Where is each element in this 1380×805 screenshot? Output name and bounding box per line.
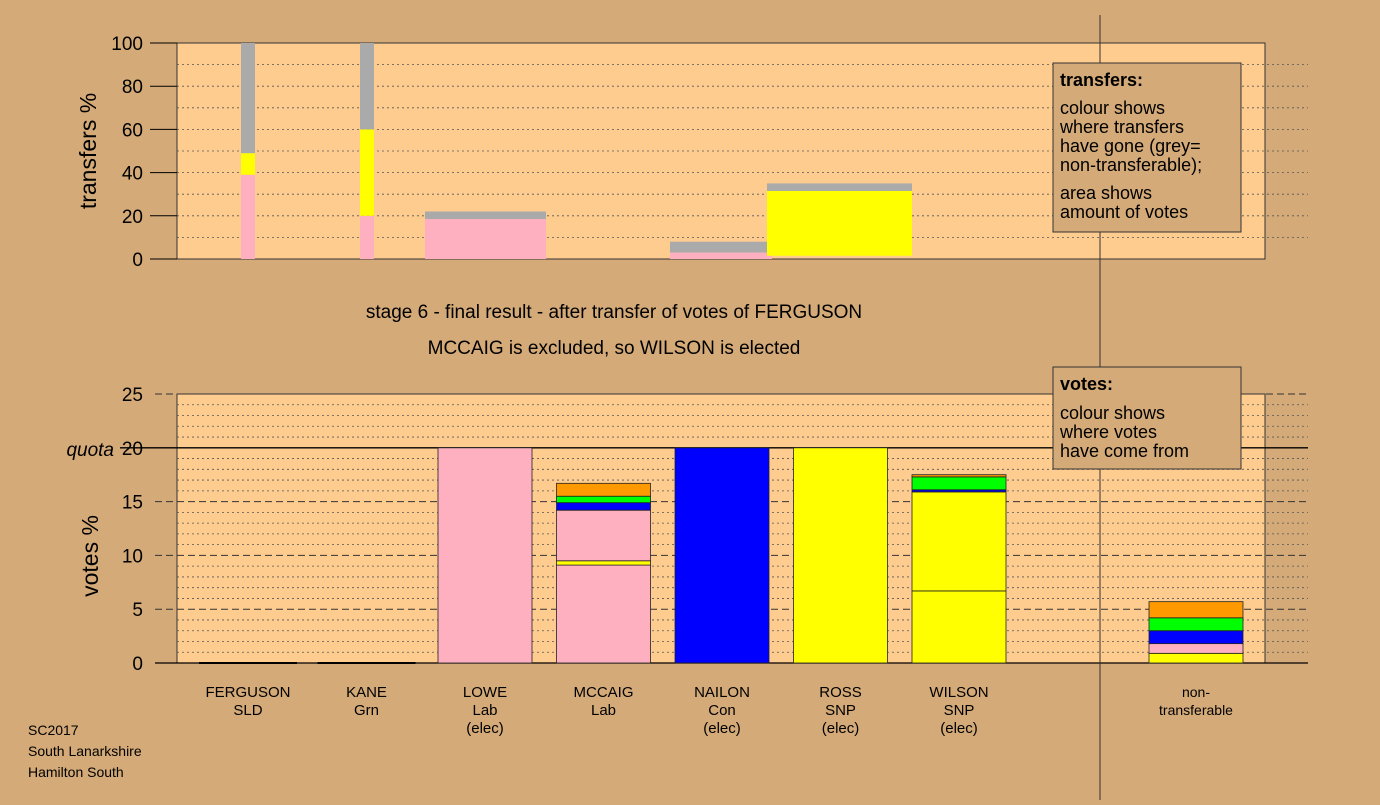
transfers-y-ticks: 0 20 40 60 80 100: [111, 34, 177, 271]
vote-segment-non: [1148, 643, 1244, 654]
stage-caption: stage 6 - final result - after transfer …: [366, 302, 862, 323]
transfers-legend-line: colour shows: [1060, 98, 1165, 118]
candidate-label: SNP: [944, 702, 975, 719]
candidate-label: (elec): [703, 720, 741, 737]
vote-segment-ross: [793, 447, 888, 664]
votes-legend-line: where votes: [1059, 422, 1157, 442]
vote-segment-non: [1148, 617, 1244, 632]
candidate-label: NAILON: [694, 684, 750, 701]
candidate-label: (elec): [940, 720, 978, 737]
votes-legend: votes: colour shows where votes have com…: [1052, 366, 1242, 470]
votes-legend-line: have come from: [1060, 441, 1189, 461]
candidate-label: ROSS: [819, 684, 862, 701]
transfers-legend-line: non-transferable);: [1060, 155, 1202, 175]
vote-segment-nailon: [674, 447, 770, 664]
votes-y-axis-label: votes %: [77, 515, 103, 597]
transfers-y-tick-label: 40: [122, 164, 143, 185]
ward-name: Hamilton South: [28, 764, 124, 780]
candidate-label: Lab: [472, 702, 497, 719]
vote-segment-non: [1148, 630, 1244, 645]
vote-segment-wilson: [911, 590, 1007, 664]
vote-segment-mccaig: [556, 560, 651, 566]
election-code: SC2017: [28, 722, 79, 738]
transfer-segment-kane: [360, 43, 374, 130]
vote-segment-lowe: [437, 447, 533, 664]
vote-segment-mccaig: [556, 564, 651, 664]
candidate-label: FERGUSON: [205, 684, 290, 701]
council-name: South Lanarkshire: [28, 743, 142, 759]
transfer-segment-nailon: [670, 241, 772, 253]
votes-y-tick-label: 10: [122, 546, 143, 567]
vote-segment-mccaig: [556, 495, 651, 504]
transfers-y-tick-label: 0: [132, 250, 143, 271]
votes-legend-title: votes:: [1060, 374, 1113, 394]
transfer-segment-kane: [360, 215, 374, 259]
vote-segment-non: [1148, 652, 1244, 664]
candidate-label: Con: [708, 702, 736, 719]
vote-segment-mccaig: [556, 509, 651, 562]
candidate-label: Lab: [591, 702, 616, 719]
candidate-label: (elec): [466, 720, 504, 737]
transfers-legend: transfers: colour shows where transfers …: [1052, 62, 1242, 233]
transfers-y-tick-label: 80: [122, 77, 143, 98]
transfers-legend-line: where transfers: [1059, 117, 1184, 137]
votes-y-tick-label: 20: [122, 439, 143, 460]
votes-y-tick-label: 0: [132, 654, 143, 675]
candidate-label: LOWE: [463, 684, 507, 701]
transfers-legend-line: have gone (grey=: [1060, 136, 1201, 156]
transfers-legend-line: area shows: [1060, 183, 1152, 203]
vote-segment-mccaig: [556, 502, 651, 511]
transfers-y-axis-label: transfers %: [75, 93, 101, 209]
result-caption: MCCAIG is excluded, so WILSON is elected: [428, 338, 801, 359]
transfers-gridlines-inner: [177, 64, 1308, 238]
transfer-segment-lowe: [425, 219, 546, 259]
vote-segment-non: [1148, 601, 1244, 619]
vote-segment-wilson: [911, 491, 1007, 592]
vote-segment-wilson: [911, 476, 1007, 491]
transfer-segment-ferguson: [241, 174, 255, 259]
transfers-legend-title: transfers:: [1060, 70, 1143, 90]
transfers-y-tick-label: 20: [122, 207, 143, 228]
candidate-label: transferable: [1159, 702, 1233, 718]
candidate-label: non-: [1182, 684, 1210, 700]
transfer-segment-lowe: [425, 211, 546, 220]
vote-segment-wilson: [911, 474, 1007, 478]
candidate-label: Grn: [354, 702, 379, 719]
transfer-segment-ross: [767, 190, 912, 256]
transfer-bars: [241, 43, 912, 259]
transfers-y-tick-label: 60: [122, 120, 143, 141]
transfer-segment-ross: [767, 183, 912, 191]
candidate-labels: FERGUSONSLDKANEGrnLOWELab(elec)MCCAIGLab…: [205, 684, 1233, 737]
votes-y-ticks: 0 5 10 15 20 25: [122, 385, 143, 675]
candidate-label: WILSON: [929, 684, 988, 701]
vote-segment-mccaig: [556, 482, 651, 497]
candidate-label: MCCAIG: [574, 684, 634, 701]
candidate-label: (elec): [822, 720, 860, 737]
votes-legend-line: colour shows: [1060, 403, 1165, 423]
votes-y-tick-label: 5: [132, 600, 143, 621]
transfers-y-tick-label: 100: [111, 34, 143, 55]
candidate-label: SNP: [825, 702, 856, 719]
votes-y-tick-label: 15: [122, 493, 143, 514]
quota-label: quota: [66, 440, 114, 461]
transfer-segment-nailon: [670, 252, 772, 259]
transfers-legend-line: amount of votes: [1060, 202, 1188, 222]
transfer-segment-kane: [360, 129, 374, 216]
candidate-label: KANE: [346, 684, 387, 701]
votes-y-tick-label: 25: [122, 385, 143, 406]
transfer-segment-ferguson: [241, 153, 255, 175]
candidate-label: SLD: [233, 702, 262, 719]
transfer-segment-ferguson: [241, 43, 255, 154]
vote-bars: [199, 447, 1244, 664]
